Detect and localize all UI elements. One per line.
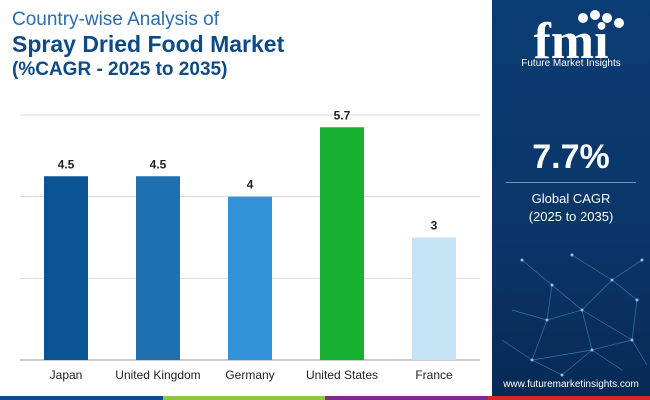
x-tick-label: Germany [225,368,274,382]
bars [44,127,456,360]
logo-wordmark: fmi [533,13,608,70]
logo-dot-icon [614,18,624,28]
bottom-bar-segment [325,396,488,400]
bottom-bar-segment [0,396,163,400]
bar-chart: 4.5 4.5 4 5.7 3 Japan United Kingdom Germany Un… [20,108,480,382]
brand-name: Future Market Insights [521,58,621,69]
x-tick-label: France [415,368,453,382]
data-label: 4.5 [58,157,75,171]
bar-japan [44,176,88,360]
side-panel: fmi Future Market Insights 7.7% Global C… [492,0,650,400]
x-tick-label: United Kingdom [115,368,200,382]
x-tick-label: Japan [50,368,83,382]
value-labels: 4.5 4.5 4 5.7 3 [58,108,438,232]
chart-title-block: Country-wise Analysis of Spray Dried Foo… [12,8,284,81]
global-cagr-value: 7.7% [532,138,610,176]
logo-dot-icon [590,10,600,20]
network-graphic [501,253,648,377]
fmi-logo: fmi [533,10,624,70]
cagr-label-line-2: (2025 to 2035) [528,209,614,224]
data-label: 4 [247,178,254,192]
bottom-bar-segment [487,396,650,400]
bar-united-kingdom [136,176,180,360]
divider [506,182,636,183]
bar-france [412,237,456,360]
chart-title: Spray Dried Food Market [12,31,285,57]
bottom-color-bar [0,396,650,400]
global-cagr-label: Global CAGR (2025 to 2035) [492,190,650,226]
data-label: 5.7 [334,108,351,122]
chart-subtitle: (%CAGR - 2025 to 2035) [12,59,228,80]
bottom-bar-segment [162,396,325,400]
bar-germany [228,196,272,360]
data-label: 3 [431,219,438,233]
logo-dot-icon [602,13,612,23]
title-line-1: Country-wise Analysis of [12,9,219,30]
logo-dot-icon [578,13,588,23]
x-tick-label: United States [306,368,378,382]
data-label: 4.5 [150,157,167,171]
bar-united-states [320,127,364,360]
cagr-label-line-1: Global CAGR [531,191,611,206]
website-url: www.futuremarketinsights.com [503,379,639,390]
x-axis-labels: Japan United Kingdom Germany United States F… [50,368,453,382]
